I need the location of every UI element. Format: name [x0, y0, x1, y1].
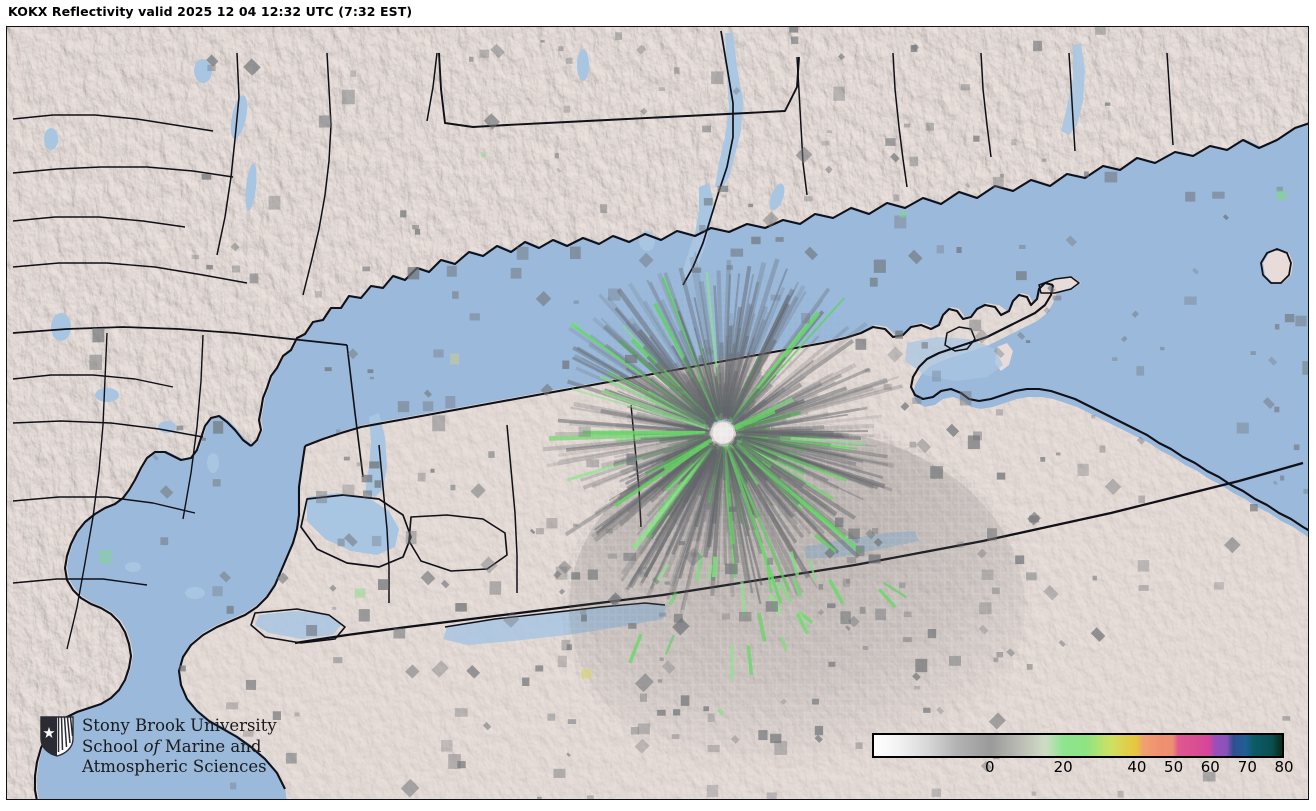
radar-echo-layer: [7, 27, 1308, 799]
reflectivity-colorbar[interactable]: [872, 733, 1284, 758]
colorbar-tick-labels: 0 20 40 50 60 70 80: [872, 758, 1293, 784]
radar-map-panel[interactable]: [6, 26, 1309, 800]
colorbar-tick-0: 0: [985, 758, 995, 776]
logo-text: Stony Brook University School of Marine …: [82, 716, 277, 778]
logo-line-2: School of Marine and: [82, 737, 277, 758]
colorbar-tick-70: 70: [1237, 758, 1257, 776]
colorbar-tick-60: 60: [1200, 758, 1220, 776]
logo-line-2-b: Marine and: [159, 736, 262, 756]
page-title: KOKX Reflectivity valid 2025 12 04 12:32…: [8, 4, 413, 19]
colorbar-tick-50: 50: [1164, 758, 1184, 776]
colorbar-gradient: [874, 735, 1282, 756]
radar-map-canvas[interactable]: [7, 27, 1309, 800]
stony-brook-shield: [40, 716, 74, 757]
ground-clutter-speckle: [89, 27, 1308, 799]
stony-brook-logo: Stony Brook University School of Marine …: [40, 716, 277, 778]
colorbar-tick-80: 80: [1274, 758, 1294, 776]
colorbar-tick-20: 20: [1053, 758, 1073, 776]
logo-line-2-of: of: [143, 736, 160, 756]
logo-line-3: Atmospheric Sciences: [82, 757, 267, 776]
logo-line-1: Stony Brook University: [82, 716, 277, 735]
colorbar-tick-40: 40: [1127, 758, 1147, 776]
near-radar-bin-wash: [7, 27, 1308, 799]
logo-line-2-a: School: [82, 736, 144, 756]
map-layers: [7, 27, 1308, 799]
